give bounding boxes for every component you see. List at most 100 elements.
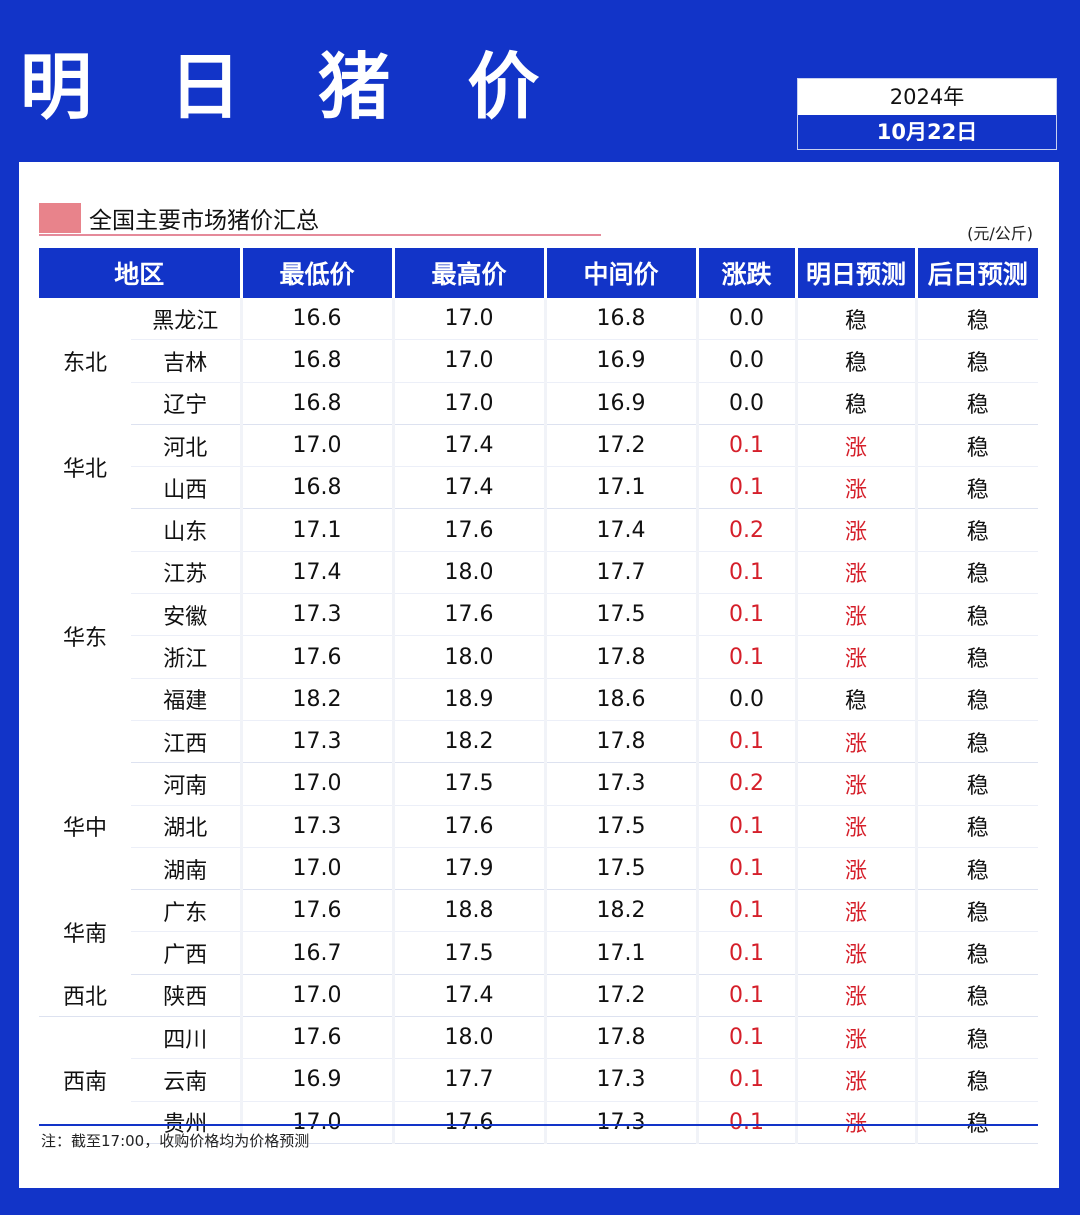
change-cell: 0.1 <box>695 889 797 933</box>
province-cell: 陕西 <box>131 974 242 1018</box>
region-cell: 华东 <box>62 625 107 651</box>
high-price-cell: 17.0 <box>391 339 546 383</box>
province-cell: 黑龙江 <box>131 298 242 341</box>
low-price-cell: 16.9 <box>239 1058 394 1102</box>
low-price-cell: 17.3 <box>239 720 394 764</box>
after-forecast-cell: 稳 <box>914 466 1039 510</box>
table-row: 华中 河南 17.0 17.5 17.3 0.2 涨稳 <box>39 762 1039 841</box>
change-cell: 0.2 <box>695 508 797 552</box>
mid-price-cell: 16.8 <box>543 298 698 341</box>
mid-price-cell: 16.9 <box>543 382 698 425</box>
low-price-cell: 17.3 <box>239 593 394 637</box>
high-price-cell: 17.6 <box>391 593 546 637</box>
after-forecast-cell: 稳 <box>914 1058 1039 1102</box>
low-price-cell: 16.7 <box>239 931 394 975</box>
mid-price-cell: 17.3 <box>543 1101 698 1144</box>
after-forecast-cell: 稳 <box>914 974 1039 1018</box>
tomorrow-forecast-cell: 涨 <box>794 974 917 1018</box>
section-marker-icon <box>39 203 81 233</box>
change-cell: 0.1 <box>695 635 797 679</box>
province-cell: 辽宁 <box>131 382 242 425</box>
tomorrow-forecast-cell: 涨 <box>794 1058 917 1102</box>
province-cell: 吉林 <box>131 339 242 383</box>
high-price-cell: 17.5 <box>391 762 546 806</box>
table-row: 华南 广东 17.6 18.8 18.2 0.1 涨稳 <box>39 889 1039 947</box>
date-day: 10月22日 <box>798 115 1056 149</box>
after-forecast-cell: 稳 <box>914 1101 1039 1144</box>
tomorrow-forecast-cell: 涨 <box>794 720 917 764</box>
after-forecast-cell: 稳 <box>914 298 1039 341</box>
low-price-cell: 17.6 <box>239 635 394 679</box>
tomorrow-forecast-cell: 涨 <box>794 466 917 510</box>
high-price-cell: 18.0 <box>391 551 546 595</box>
high-price-cell: 17.0 <box>391 382 546 425</box>
tomorrow-forecast-cell: 稳 <box>794 298 917 341</box>
after-forecast-cell: 稳 <box>914 593 1039 637</box>
change-cell: 0.1 <box>695 551 797 595</box>
tomorrow-forecast-cell: 涨 <box>794 635 917 679</box>
high-price-cell: 18.9 <box>391 678 546 721</box>
high-price-cell: 18.0 <box>391 1016 546 1060</box>
date-box: 2024年 10月22日 <box>797 78 1057 150</box>
change-cell: 0.1 <box>695 931 797 975</box>
high-price-cell: 17.4 <box>391 466 546 510</box>
tomorrow-forecast-cell: 涨 <box>794 889 917 933</box>
region-cell: 华中 <box>62 816 107 842</box>
mid-price-cell: 18.2 <box>543 889 698 933</box>
region-cell: 华北 <box>62 456 107 482</box>
change-cell: 0.1 <box>695 593 797 637</box>
mid-price-cell: 17.2 <box>543 424 698 468</box>
change-cell: 0.1 <box>695 1016 797 1060</box>
tomorrow-forecast-cell: 涨 <box>794 508 917 552</box>
change-cell: 0.0 <box>695 339 797 383</box>
content-panel: 全国主要市场猪价汇总 (元/公斤) 地区 最低价 最高价 中间价 涨跌 明日预测… <box>19 162 1059 1188</box>
mid-price-cell: 17.7 <box>543 551 698 595</box>
tomorrow-forecast-cell: 稳 <box>794 678 917 721</box>
tomorrow-forecast-cell: 涨 <box>794 551 917 595</box>
after-forecast-cell: 稳 <box>914 1016 1039 1060</box>
high-price-cell: 17.4 <box>391 974 546 1018</box>
province-cell: 山东 <box>131 508 242 552</box>
low-price-cell: 17.4 <box>239 551 394 595</box>
mid-price-cell: 17.3 <box>543 1058 698 1102</box>
mid-price-cell: 18.6 <box>543 678 698 721</box>
after-forecast-cell: 稳 <box>914 847 1039 891</box>
province-cell: 江苏 <box>131 551 242 595</box>
table-row: 东北 黑龙江 16.6 17.0 16.8 0.0 稳稳 <box>39 298 1039 376</box>
tomorrow-forecast-cell: 涨 <box>794 424 917 468</box>
change-cell: 0.0 <box>695 298 797 341</box>
tomorrow-forecast-cell: 涨 <box>794 1016 917 1060</box>
province-cell: 广西 <box>131 931 242 975</box>
high-price-cell: 17.9 <box>391 847 546 891</box>
after-forecast-cell: 稳 <box>914 382 1039 425</box>
province-cell: 湖南 <box>131 847 242 891</box>
table-row: 江苏 17.4 18.0 17.7 0.1 涨稳 <box>39 551 1039 595</box>
unit-label: (元/公斤) <box>967 224 1033 243</box>
tomorrow-forecast-cell: 涨 <box>794 931 917 975</box>
province-cell: 河南 <box>131 762 242 806</box>
table-row: 湖南 17.0 17.9 17.5 0.1 涨稳 <box>39 847 1039 891</box>
high-price-cell: 17.5 <box>391 931 546 975</box>
change-cell: 0.1 <box>695 424 797 468</box>
province-cell: 贵州 <box>131 1101 242 1144</box>
after-forecast-cell: 稳 <box>914 508 1039 552</box>
high-price-cell: 18.2 <box>391 720 546 764</box>
mid-price-cell: 17.3 <box>543 762 698 806</box>
high-price-cell: 17.0 <box>391 298 546 341</box>
low-price-cell: 16.8 <box>239 382 394 425</box>
table-row: 江西 17.3 18.2 17.8 0.1 涨稳 <box>39 720 1039 764</box>
after-forecast-cell: 稳 <box>914 635 1039 679</box>
after-forecast-cell: 稳 <box>914 931 1039 975</box>
footnote: 注：截至17:00，收购价格均为价格预测 <box>41 1132 310 1150</box>
table-row: 湖北 17.3 17.6 17.5 0.1 涨稳 <box>39 805 1039 848</box>
province-cell: 河北 <box>131 424 242 468</box>
high-price-cell: 17.7 <box>391 1058 546 1102</box>
mid-price-cell: 17.5 <box>543 805 698 848</box>
table-row: 吉林 16.8 17.0 16.9 0.0 稳稳 <box>39 339 1039 383</box>
region-cell: 华南 <box>62 921 107 947</box>
province-cell: 安徽 <box>131 593 242 637</box>
change-cell: 0.1 <box>695 974 797 1018</box>
table-row: 辽宁 16.8 17.0 16.9 0.0 稳稳 <box>39 382 1039 425</box>
after-forecast-cell: 稳 <box>914 889 1039 933</box>
mid-price-cell: 17.8 <box>543 635 698 679</box>
